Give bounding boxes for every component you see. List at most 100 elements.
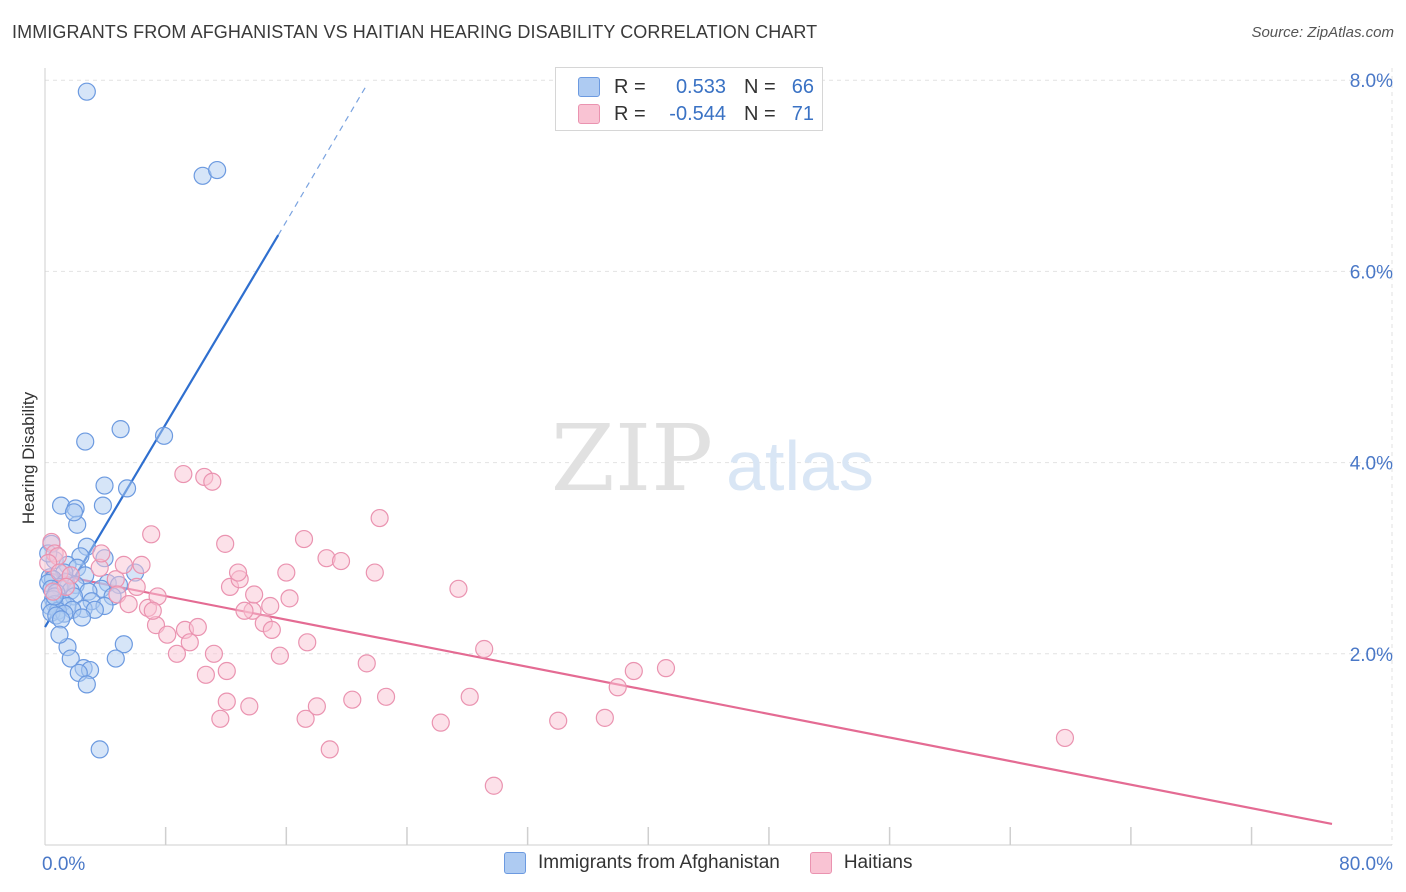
n-value: 66 bbox=[791, 75, 814, 98]
point-afghanistan bbox=[114, 635, 133, 654]
point-haitian bbox=[484, 776, 503, 795]
legend-item-afghanistan[interactable]: Immigrants from Afghanistan bbox=[504, 852, 780, 874]
point-haitian bbox=[270, 646, 289, 665]
watermark-zip: ZIP bbox=[551, 405, 713, 512]
chart-title: IMMIGRANTS FROM AFGHANISTAN VS HAITIAN H… bbox=[12, 22, 818, 42]
point-haitian bbox=[296, 709, 315, 728]
axes bbox=[44, 68, 1392, 846]
legend-swatch-afghanistan bbox=[578, 77, 600, 97]
y-tick-label: 2.0% bbox=[1350, 645, 1393, 666]
legend-label-afghanistan: Immigrants from Afghanistan bbox=[538, 852, 780, 873]
point-haitian bbox=[142, 525, 161, 544]
point-haitian bbox=[228, 563, 248, 582]
x-tick-label: 0.0% bbox=[42, 854, 85, 875]
point-afghanistan bbox=[154, 426, 174, 445]
legend-swatch-haitians bbox=[578, 104, 600, 124]
point-haitian bbox=[280, 589, 299, 608]
point-haitian bbox=[114, 555, 133, 574]
r-value: -0.544 bbox=[669, 102, 726, 125]
point-afghanistan bbox=[90, 740, 109, 759]
point-haitian bbox=[143, 601, 162, 620]
point-haitian bbox=[298, 633, 317, 652]
n-label: N = bbox=[744, 102, 776, 125]
point-haitian bbox=[158, 625, 177, 644]
point-haitian bbox=[1055, 728, 1075, 748]
legend-label-haitians: Haitians bbox=[843, 852, 913, 873]
point-haitian bbox=[211, 709, 230, 728]
point-haitian bbox=[656, 659, 676, 678]
watermark-atlas: atlas bbox=[726, 427, 874, 505]
n-label: N = bbox=[744, 75, 776, 98]
point-afghanistan bbox=[208, 160, 227, 180]
r-value: 0.533 bbox=[675, 75, 726, 98]
point-haitian bbox=[127, 577, 146, 596]
point-haitian bbox=[549, 711, 568, 730]
point-haitian bbox=[174, 464, 193, 484]
point-haitian bbox=[43, 582, 63, 601]
point-afghanistan bbox=[106, 649, 125, 668]
legend-swatch-afghanistan bbox=[504, 852, 526, 874]
point-haitian bbox=[217, 661, 236, 681]
series-legend: Immigrants from Afghanistan Haitians bbox=[504, 852, 942, 874]
axis-labels: 2.0% 4.0% 6.0% 8.0% 0.0% 80.0% Hearing Disabil… bbox=[19, 71, 1393, 875]
point-haitian bbox=[167, 644, 187, 663]
point-afghanistan bbox=[117, 479, 137, 498]
point-haitian bbox=[188, 617, 207, 637]
point-haitian bbox=[217, 692, 236, 711]
point-afghanistan bbox=[50, 625, 69, 644]
point-haitian bbox=[180, 633, 199, 652]
point-haitian bbox=[376, 687, 396, 706]
point-afghanistan bbox=[61, 649, 80, 668]
point-haitian bbox=[92, 544, 111, 563]
y-tick-label: 6.0% bbox=[1350, 262, 1393, 283]
y-tick-label: 4.0% bbox=[1350, 454, 1393, 475]
legend-item-haitians[interactable]: Haitians bbox=[809, 852, 913, 874]
point-afghanistan bbox=[111, 420, 130, 439]
point-haitian bbox=[235, 601, 254, 620]
point-haitian bbox=[294, 529, 314, 549]
x-tick-label: 80.0% bbox=[1339, 854, 1393, 875]
point-haitian bbox=[240, 697, 259, 716]
r-label: R = bbox=[614, 75, 646, 98]
point-haitian bbox=[331, 551, 351, 571]
point-afghanistan bbox=[95, 476, 114, 495]
point-haitian bbox=[370, 508, 389, 528]
point-haitian bbox=[196, 665, 215, 684]
n-value: 71 bbox=[791, 102, 814, 125]
point-haitian bbox=[216, 534, 235, 553]
y-tick-label: 8.0% bbox=[1350, 71, 1393, 92]
source-credit: Source: ZipAtlas.com bbox=[1251, 24, 1394, 41]
point-haitian bbox=[475, 639, 494, 659]
point-haitian bbox=[431, 713, 450, 732]
point-haitian bbox=[307, 697, 326, 716]
legend-row-afghanistan: R = 0.533 N = 66 bbox=[578, 75, 814, 99]
point-haitian bbox=[262, 620, 281, 640]
point-haitian bbox=[343, 690, 362, 709]
r-label: R = bbox=[614, 102, 646, 125]
watermark: ZIP atlas bbox=[551, 405, 874, 512]
point-haitian bbox=[261, 596, 280, 616]
point-haitian bbox=[357, 654, 376, 673]
point-haitian bbox=[119, 594, 138, 614]
point-haitian bbox=[320, 740, 339, 759]
stats-legend: R = 0.533 N = 66 R = -0.544 N = 71 bbox=[555, 67, 823, 131]
point-afghanistan bbox=[93, 496, 113, 515]
data-points bbox=[39, 82, 1075, 795]
point-afghanistan bbox=[77, 82, 96, 101]
point-haitian bbox=[245, 585, 264, 604]
y-axis-label: Hearing Disability bbox=[19, 391, 38, 524]
point-afghanistan bbox=[76, 432, 95, 451]
point-afghanistan bbox=[77, 675, 96, 694]
point-haitian bbox=[595, 708, 614, 727]
point-afghanistan bbox=[72, 608, 92, 627]
point-haitian bbox=[204, 644, 224, 663]
point-haitian bbox=[132, 555, 151, 574]
point-afghanistan bbox=[64, 503, 84, 522]
point-haitian bbox=[624, 661, 643, 681]
grid-lines bbox=[45, 68, 1393, 845]
point-haitian bbox=[277, 563, 296, 582]
point-afghanistan bbox=[51, 610, 71, 629]
point-haitian bbox=[449, 579, 468, 598]
legend-row-haitians: R = -0.544 N = 71 bbox=[578, 102, 814, 126]
